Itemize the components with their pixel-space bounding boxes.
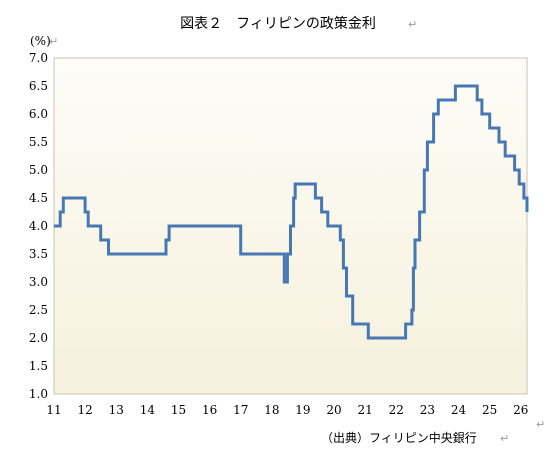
y-tick-label: 5.0 [29, 163, 48, 177]
y-axis-unit-label: (%) [30, 34, 51, 48]
title-return-mark: ↵ [408, 18, 417, 31]
x-tick-label: 19 [295, 403, 310, 417]
axis-return-mark: ↵ [536, 418, 545, 431]
policy-rate-series-line [54, 84, 529, 340]
y-tick-label: 2.5 [29, 303, 48, 317]
x-tick-label: 18 [264, 403, 279, 417]
y-tick-label: 6.0 [29, 107, 48, 121]
y-tick-label: 4.0 [29, 219, 48, 233]
y-tick-label: 5.5 [29, 135, 48, 149]
chart-title: 図表２ フィリピンの政策金利 [180, 15, 376, 32]
y-tick-label: 3.0 [29, 275, 48, 289]
source-return-mark: ↵ [500, 432, 509, 445]
x-tick-labels: 11 12 13 14 15 16 17 18 19 20 21 22 23 24 25 26 [46, 403, 528, 417]
x-tick-label: 11 [46, 403, 61, 417]
y-tick-label: 4.5 [29, 191, 48, 205]
y-tick-label: 3.5 [29, 247, 48, 261]
y-tick-label: 7.0 [29, 51, 48, 65]
x-tick-label: 23 [420, 403, 435, 417]
y-tick-label: 1.0 [29, 387, 48, 401]
y-tick-label: 2.0 [29, 331, 48, 345]
x-tick-label: 12 [77, 403, 92, 417]
x-tick-label: 20 [326, 403, 341, 417]
x-tick-label: 14 [140, 403, 156, 417]
unit-return-mark: ↵ [49, 35, 58, 48]
x-tick-label: 22 [389, 403, 404, 417]
x-tick-label: 26 [513, 403, 528, 417]
x-tick-label: 21 [358, 403, 373, 417]
source-note: （出典）フィリピン中央銀行 [321, 430, 477, 445]
x-tick-label: 15 [171, 403, 186, 417]
y-tick-label: 1.5 [29, 359, 48, 373]
x-tick-label: 13 [109, 403, 124, 417]
x-tick-label: 25 [482, 403, 497, 417]
x-tick-label: 17 [233, 403, 248, 417]
x-tick-label: 16 [202, 403, 217, 417]
y-tick-labels: 1.0 1.5 2.0 2.5 3.0 3.5 4.0 4.5 5.0 5.5 6.0 6.5 7.0 [29, 51, 48, 401]
y-tick-label: 6.5 [29, 79, 48, 93]
x-tick-label: 24 [451, 403, 467, 417]
